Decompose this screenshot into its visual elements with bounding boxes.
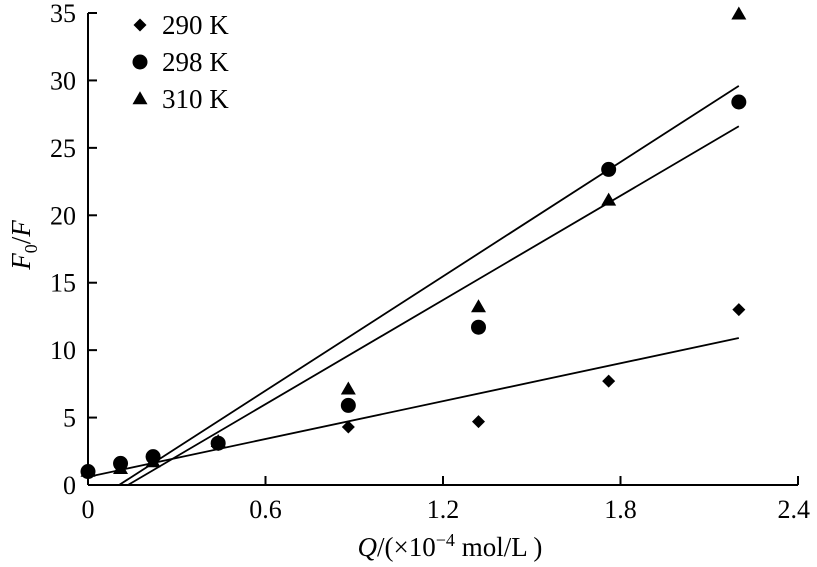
- data-point: [731, 94, 747, 110]
- y-tick-label: 35: [50, 0, 76, 28]
- data-point: [601, 161, 617, 177]
- legend: 290 K 298 K 310 K: [132, 10, 229, 114]
- data-point: [601, 192, 617, 206]
- data-point: [732, 303, 746, 317]
- y-axis-title: F0/F: [6, 220, 41, 271]
- data-point: [341, 420, 355, 434]
- y-tick-label: 5: [63, 404, 76, 433]
- data-point: [472, 415, 485, 429]
- x-tick-label: 1.2: [427, 495, 460, 524]
- axes: 0 5 10 15 20 25 30 35 0 0.6 1.2 1.8 2.4: [50, 0, 810, 524]
- data-point: [731, 6, 747, 20]
- data-point: [210, 434, 226, 448]
- legend-marker: [132, 91, 148, 105]
- legend-marker: [132, 54, 148, 70]
- data-point: [113, 461, 129, 475]
- y-tick-label: 25: [50, 134, 76, 163]
- data-point: [471, 299, 486, 313]
- data-point: [340, 381, 356, 395]
- fit-lines: [87, 85, 740, 486]
- y-tick-label: 10: [50, 336, 76, 365]
- x-tick-label: 0: [82, 495, 95, 524]
- legend-label: 298 K: [162, 47, 229, 77]
- data-point: [471, 319, 486, 335]
- x-axis-title: Q/(×10−4 mol/L ): [358, 530, 543, 562]
- data-point: [145, 454, 161, 468]
- legend-label: 290 K: [162, 10, 229, 40]
- y-tick-label: 20: [50, 201, 76, 230]
- y-tick-label: 30: [50, 66, 76, 95]
- x-tick-label: 1.8: [604, 495, 637, 524]
- data-point: [340, 397, 356, 413]
- legend-label: 310 K: [162, 84, 229, 114]
- data-point: [80, 463, 96, 477]
- markers: [80, 6, 747, 480]
- y-tick-label: 15: [50, 269, 76, 298]
- data-point: [602, 374, 616, 388]
- fit-line: [118, 85, 740, 486]
- fit-line: [87, 337, 740, 478]
- x-tick-label: 2.4: [778, 495, 811, 524]
- fit-line: [127, 125, 740, 486]
- y-tick-label: 0: [63, 471, 76, 500]
- legend-marker: [133, 18, 147, 32]
- x-tick-label: 0.6: [249, 495, 282, 524]
